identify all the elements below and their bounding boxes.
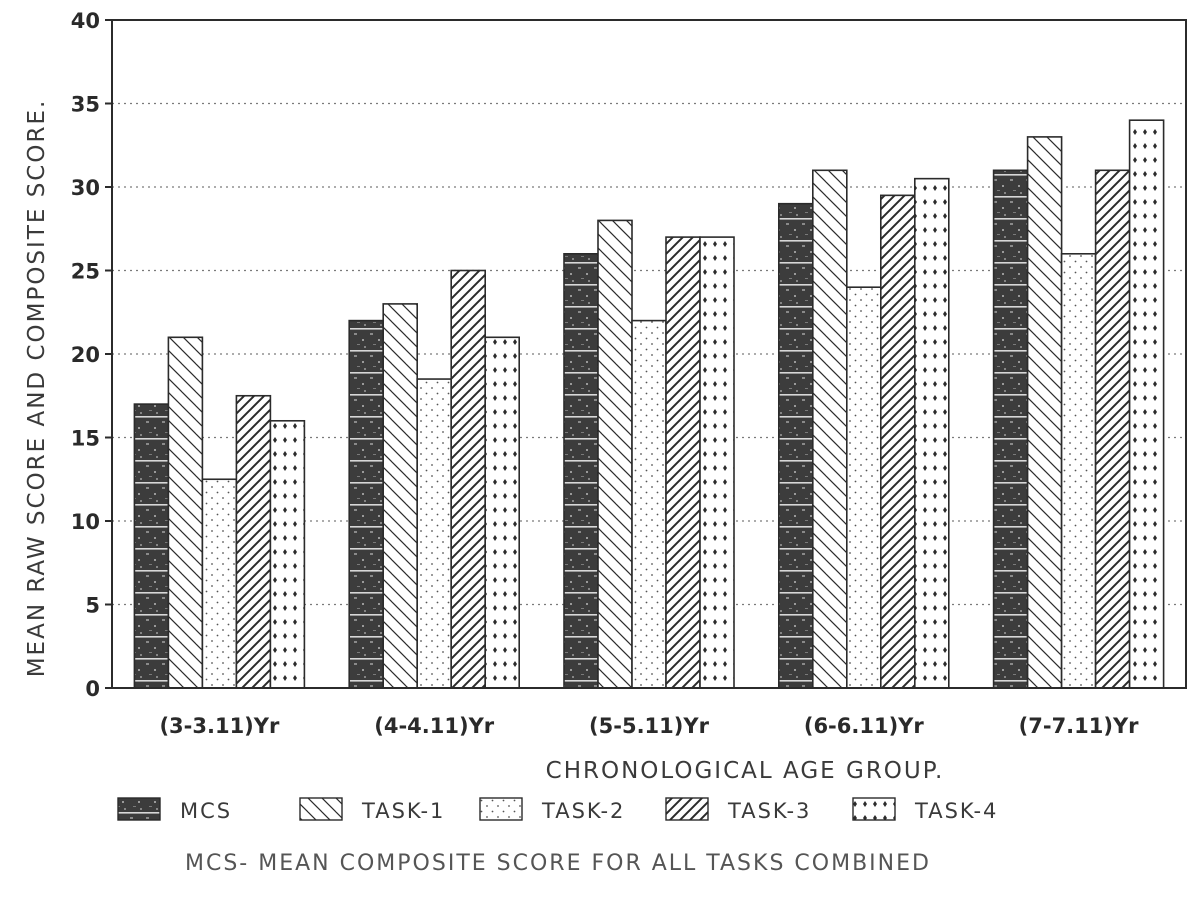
footnote: MCS- MEAN COMPOSITE SCORE FOR ALL TASKS … bbox=[185, 851, 931, 876]
y-tick-label: 5 bbox=[85, 594, 100, 618]
x-axis-label: CHRONOLOGICAL AGE GROUP. bbox=[546, 758, 945, 784]
legend-swatch-task-2 bbox=[479, 797, 523, 821]
legend-label-task-1: TASK-1 bbox=[361, 799, 445, 823]
bar-task-1-5 bbox=[1026, 136, 1063, 689]
bar-task-2-3 bbox=[631, 319, 667, 689]
bar-task-1-1 bbox=[167, 336, 204, 689]
y-tick-label: 20 bbox=[71, 343, 100, 367]
bar-task-4-2 bbox=[484, 336, 521, 689]
legend-label-mcs: MCS bbox=[180, 799, 232, 823]
bar-mcs-5 bbox=[992, 169, 1029, 689]
bar-task-3-2 bbox=[450, 269, 487, 689]
x-axis-ticks: (3-3.11)Yr (4-4.11)Yr (5-5.11)Yr (6-6.11)Yr… bbox=[159, 714, 1139, 738]
y-axis-label: MEAN RAW SCORE AND COMPOSITE SCORE. bbox=[24, 99, 50, 678]
bar-mcs-3 bbox=[563, 253, 599, 689]
legend-label-task-3: TASK-3 bbox=[727, 799, 811, 823]
bar-task-3-3 bbox=[665, 236, 701, 689]
bar-task-2-2 bbox=[416, 378, 453, 689]
y-tick-label: 10 bbox=[71, 510, 100, 534]
y-tick-label: 30 bbox=[71, 176, 100, 200]
y-tick-label: 0 bbox=[85, 677, 100, 701]
y-tick-label: 15 bbox=[71, 427, 100, 451]
x-tick-label: (4-4.11)Yr bbox=[374, 714, 495, 738]
bar-task-4-1 bbox=[269, 419, 306, 689]
x-tick-label: (3-3.11)Yr bbox=[159, 714, 280, 738]
bar-task-1-3 bbox=[597, 219, 633, 689]
bar-task-2-1 bbox=[201, 478, 238, 689]
bars bbox=[133, 119, 1165, 689]
bar-task-1-4 bbox=[811, 169, 848, 689]
bar-task-2-4 bbox=[845, 286, 882, 689]
bar-task-3-1 bbox=[235, 394, 272, 689]
x-tick-label: (5-5.11)Yr bbox=[589, 714, 710, 738]
y-axis-ticks: 0 5 10 15 20 25 30 35 40 bbox=[71, 9, 112, 701]
legend-swatch-mcs bbox=[117, 797, 161, 821]
bar-mcs-1 bbox=[133, 403, 170, 689]
bar-mcs-4 bbox=[777, 202, 814, 689]
y-tick-label: 40 bbox=[71, 9, 100, 33]
bar-task-4-5 bbox=[1128, 119, 1165, 689]
x-tick-label: (6-6.11)Yr bbox=[804, 714, 925, 738]
legend: MCS TASK-1 TASK-2 TASK-3 TASK-4 bbox=[117, 797, 998, 823]
legend-swatch-task-3 bbox=[665, 797, 709, 821]
bar-task-4-4 bbox=[913, 177, 950, 689]
bar-task-2-5 bbox=[1060, 253, 1097, 689]
bar-task-3-4 bbox=[879, 194, 916, 689]
legend-label-task-4: TASK-4 bbox=[914, 799, 998, 823]
y-tick-label: 35 bbox=[71, 93, 100, 117]
legend-swatch-task-1 bbox=[299, 797, 343, 821]
bar-task-3-5 bbox=[1094, 169, 1131, 689]
x-tick-label: (7-7.11)Yr bbox=[1019, 714, 1140, 738]
bar-task-4-3 bbox=[699, 236, 735, 689]
y-tick-label: 25 bbox=[71, 260, 100, 284]
bar-task-1-2 bbox=[382, 303, 419, 689]
legend-swatch-task-4 bbox=[852, 797, 896, 821]
legend-label-task-2: TASK-2 bbox=[541, 799, 625, 823]
bar-mcs-2 bbox=[348, 319, 385, 689]
